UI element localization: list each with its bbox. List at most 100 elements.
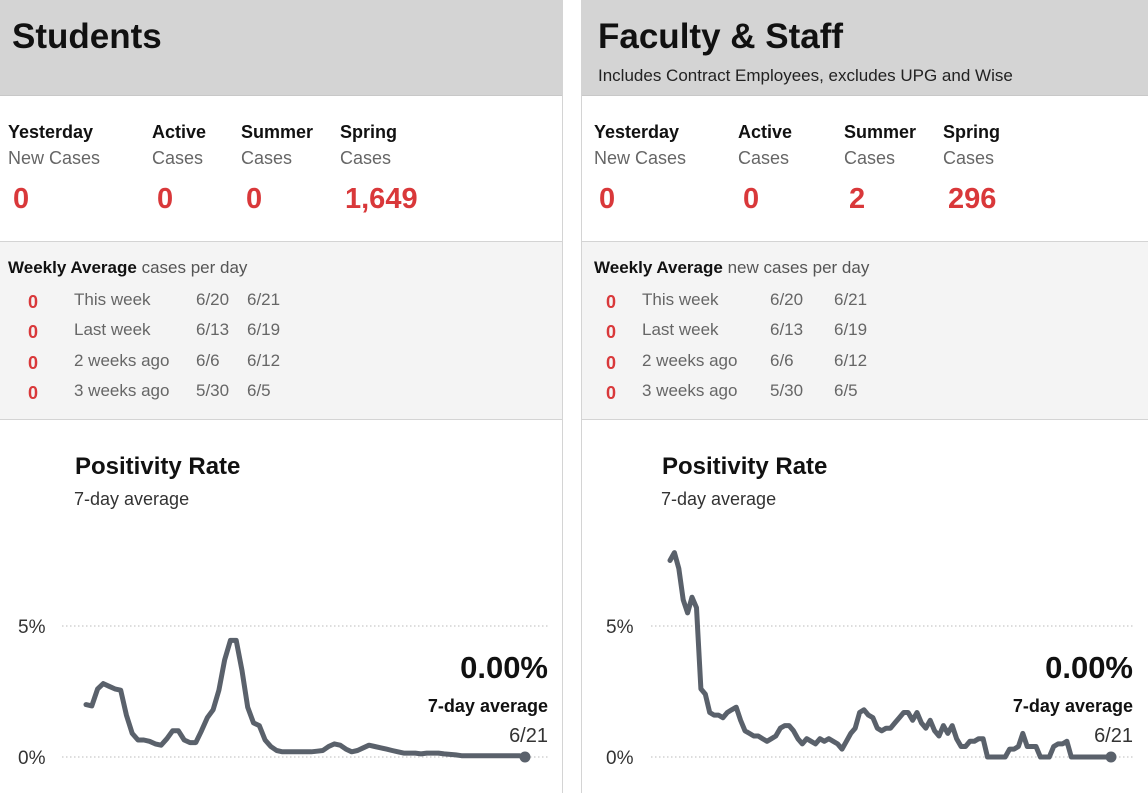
weekly-end-date: 6/19 <box>247 320 281 339</box>
weekly-end-date: 6/5 <box>247 381 271 400</box>
stat-summer: Summer Cases 0 <box>241 122 313 216</box>
stat-sublabel: Cases <box>241 148 293 168</box>
weekly-title: Weekly Average new cases per day <box>594 258 869 278</box>
weekly-period: Last week <box>74 320 151 339</box>
weekly-period: 2 weeks ago <box>74 351 170 370</box>
weekly-start-date: 5/30 <box>770 381 804 400</box>
stat-value: 0 <box>246 183 263 215</box>
weekly-value: 0 <box>28 353 39 373</box>
stat-label: Summer <box>241 122 314 142</box>
stat-sublabel: Cases <box>340 148 392 168</box>
stat-sublabel: Cases <box>943 148 995 168</box>
latest-value: 0.00% <box>460 650 548 685</box>
chart-title: Positivity Rate <box>662 453 827 480</box>
weekly-start-date: 6/20 <box>196 290 230 309</box>
weekly-value: 0 <box>606 322 617 342</box>
panel-header: Faculty & Staff Includes Contract Employ… <box>582 0 1148 96</box>
stat-label: Active <box>738 122 793 142</box>
stat-label: Active <box>152 122 207 142</box>
stat-sublabel: Cases <box>152 148 204 168</box>
weekly-period: This week <box>642 290 719 309</box>
weekly-start-date: 6/13 <box>196 320 230 339</box>
stat-label: Spring <box>340 122 397 142</box>
weekly-start-date: 6/6 <box>770 351 794 370</box>
stat-yesterday: Yesterday New Cases 0 <box>594 122 686 216</box>
weekly-title-bold: Weekly Average <box>8 258 137 277</box>
stat-value: 0 <box>599 183 616 215</box>
stat-value: 296 <box>948 183 997 215</box>
weekly-title-suffix: new cases per day <box>727 258 870 277</box>
chart-subtitle: 7-day average <box>661 489 776 509</box>
weekly-value: 0 <box>606 353 617 373</box>
case-stats: Yesterday New Cases 0 Active Cases 0 Summer C… <box>582 96 1148 242</box>
panel-title: Students <box>12 17 162 56</box>
weekly-period: Last week <box>642 320 719 339</box>
stat-value: 2 <box>849 183 866 215</box>
faculty-staff-panel: Faculty & Staff Includes Contract Employ… <box>581 0 1148 793</box>
y-tick-label: 5% <box>18 617 46 638</box>
weekly-title-suffix: cases per day <box>141 258 248 277</box>
weekly-start-date: 6/13 <box>770 320 804 339</box>
latest-date: 6/21 <box>1094 725 1133 747</box>
panel-header: Students <box>0 0 562 96</box>
weekly-period: This week <box>74 290 151 309</box>
case-stats: Yesterday New Cases 0 Active Cases 0 Summer C… <box>0 96 562 242</box>
chart-subtitle: 7-day average <box>74 489 189 509</box>
weekly-average: Weekly Average new cases per day 0 This w… <box>582 242 1148 420</box>
positivity-rate-line <box>667 550 1114 760</box>
weekly-end-date: 6/21 <box>247 290 281 309</box>
stat-value: 1,649 <box>345 183 418 215</box>
stat-spring: Spring Cases 1,649 <box>340 122 418 216</box>
y-tick-label: 0% <box>606 748 634 769</box>
weekly-value: 0 <box>28 322 39 342</box>
stat-value: 0 <box>157 183 174 215</box>
latest-point-marker <box>519 751 531 763</box>
weekly-value: 0 <box>28 383 39 403</box>
students-panel: Students Yesterday New Cases 0 Active Cases… <box>0 0 563 793</box>
stat-value: 0 <box>13 183 30 215</box>
positivity-rate-chart: Positivity Rate 7-day average 5% 0% 0.00% 7-d… <box>606 453 1133 769</box>
panel-title: Faculty & Staff <box>598 17 844 56</box>
latest-value-label: 7-day average <box>1013 696 1133 716</box>
weekly-value: 0 <box>606 383 617 403</box>
stat-label: Summer <box>844 122 917 142</box>
weekly-value: 0 <box>606 292 617 312</box>
y-tick-label: 5% <box>606 617 634 638</box>
weekly-start-date: 6/20 <box>770 290 804 309</box>
stat-label: Yesterday <box>594 122 680 142</box>
panel-subtitle: Includes Contract Employees, excludes UP… <box>598 66 1013 85</box>
y-tick-label: 0% <box>18 748 46 769</box>
latest-value-label: 7-day average <box>428 696 548 716</box>
latest-value: 0.00% <box>1045 650 1133 685</box>
chart-title: Positivity Rate <box>75 453 240 480</box>
weekly-title: Weekly Average cases per day <box>8 258 247 278</box>
weekly-end-date: 6/21 <box>834 290 868 309</box>
weekly-start-date: 5/30 <box>196 381 230 400</box>
stat-sublabel: Cases <box>738 148 790 168</box>
stat-sublabel: New Cases <box>594 148 687 168</box>
stat-spring: Spring Cases 296 <box>943 122 1000 216</box>
stat-value: 0 <box>743 183 760 215</box>
weekly-start-date: 6/6 <box>196 351 220 370</box>
positivity-rate-line <box>83 637 528 760</box>
stat-active: Active Cases 0 <box>152 122 206 216</box>
weekly-end-date: 6/5 <box>834 381 858 400</box>
weekly-end-date: 6/19 <box>834 320 868 339</box>
stat-sublabel: Cases <box>844 148 896 168</box>
weekly-average: Weekly Average cases per day 0 This week 6… <box>0 242 562 420</box>
stat-label: Yesterday <box>8 122 94 142</box>
weekly-title-bold: Weekly Average <box>594 258 723 277</box>
weekly-end-date: 6/12 <box>834 351 868 370</box>
stat-sublabel: New Cases <box>8 148 101 168</box>
latest-date: 6/21 <box>509 725 548 747</box>
stat-label: Spring <box>943 122 1000 142</box>
weekly-end-date: 6/12 <box>247 351 281 370</box>
weekly-value: 0 <box>28 292 39 312</box>
weekly-period: 3 weeks ago <box>642 381 738 400</box>
stat-active: Active Cases 0 <box>738 122 792 216</box>
stat-summer: Summer Cases 2 <box>844 122 916 216</box>
stat-yesterday: Yesterday New Cases 0 <box>8 122 100 216</box>
latest-point-marker <box>1105 751 1117 763</box>
positivity-rate-chart: Positivity Rate 7-day average 5% 0% 0.00% 7-d… <box>18 453 548 769</box>
weekly-period: 2 weeks ago <box>642 351 738 370</box>
